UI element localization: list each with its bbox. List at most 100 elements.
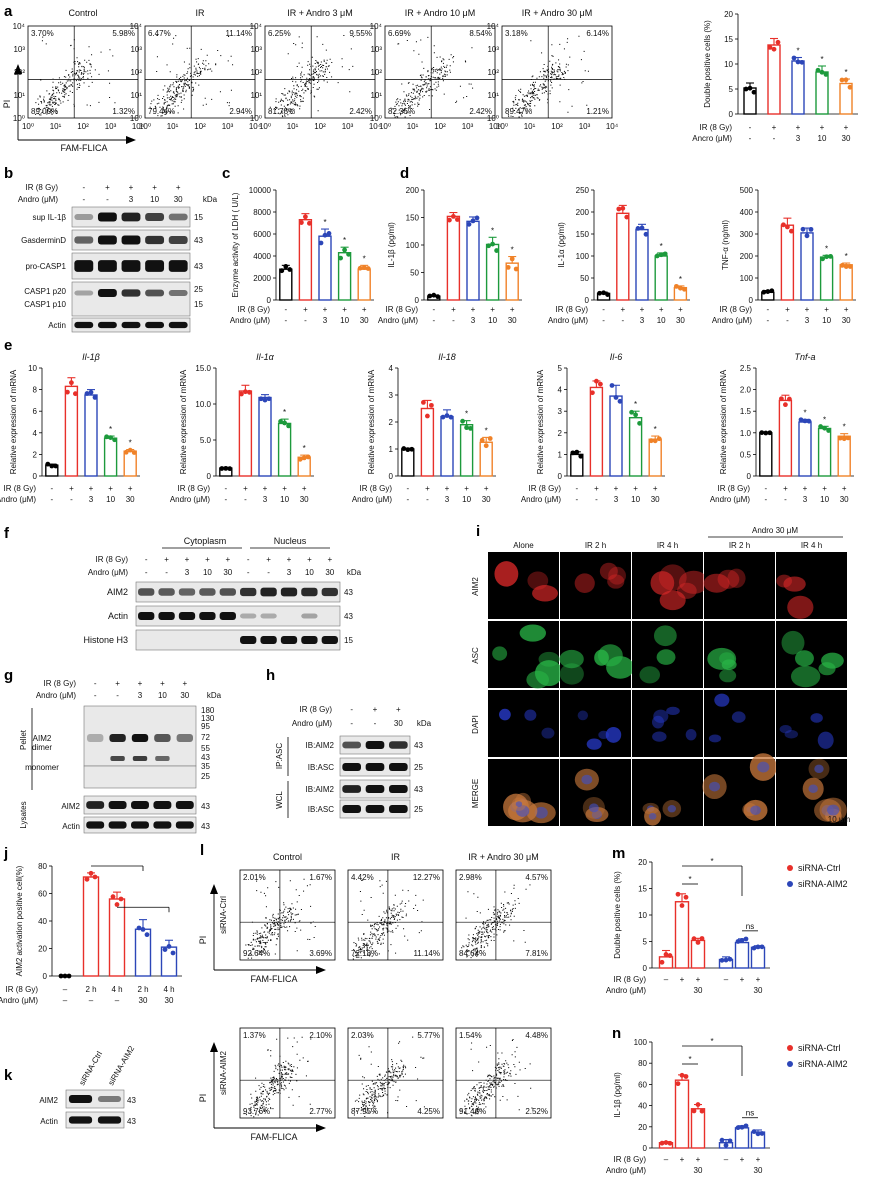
ir-row-label: IR (8 Gy) xyxy=(614,1155,647,1164)
ir-row-value: + xyxy=(445,484,450,493)
data-point xyxy=(767,430,773,436)
band xyxy=(131,800,149,810)
cell xyxy=(524,709,537,721)
data-point xyxy=(114,902,120,907)
data-point xyxy=(448,414,454,420)
bar xyxy=(839,264,853,301)
data-point xyxy=(447,217,452,223)
column-label: IR 2 h xyxy=(585,541,606,550)
y-tick-label: 5 xyxy=(558,364,563,373)
y-tick-label: 200 xyxy=(740,252,754,261)
data-point xyxy=(460,418,465,424)
bar xyxy=(616,212,630,301)
y-tick-label: 10⁰ xyxy=(250,114,262,123)
micrograph xyxy=(560,759,631,826)
band xyxy=(168,260,188,272)
ir-row-value: 2 h xyxy=(137,985,148,994)
y-tick-label: 10⁴ xyxy=(130,22,143,31)
data-point xyxy=(802,418,808,424)
andro-row-value: 10 xyxy=(462,495,471,504)
x-arrow-head xyxy=(316,966,326,974)
plot-frame xyxy=(27,25,139,119)
andro-row-value: 3 xyxy=(263,495,268,504)
row-label: MERGE xyxy=(471,779,480,808)
column-label: IR xyxy=(391,852,401,862)
band xyxy=(199,588,216,596)
ir-row-value: + xyxy=(785,305,790,314)
y-axis-label: Enzyme activity of LDH ( U/L) xyxy=(231,192,240,297)
ir-row-value: 2 h xyxy=(85,985,96,994)
legend-label: siRNA-AIM2 xyxy=(798,879,848,889)
band xyxy=(301,587,318,597)
ir-row-value: + xyxy=(772,123,777,132)
andro-row-label: Andro (μM) xyxy=(0,495,36,504)
andro-row-value: 30 xyxy=(139,996,148,1005)
andro-lane-value: 30 xyxy=(325,568,334,577)
legend-label: siRNA-AIM2 xyxy=(798,1059,848,1069)
ip-label: IP:ASC xyxy=(275,743,284,769)
andro-row-value: – xyxy=(89,996,94,1005)
plot-frame xyxy=(501,25,613,119)
band xyxy=(321,636,338,644)
bar xyxy=(609,395,623,477)
quadrant-lr-value: 2.94% xyxy=(229,107,252,116)
band xyxy=(280,636,298,644)
kda-marker: 43 xyxy=(194,262,203,271)
band xyxy=(86,801,105,809)
y-tick-label: 60 xyxy=(38,890,47,899)
significance-mark: * xyxy=(323,218,326,227)
data-point xyxy=(759,1131,765,1136)
data-point xyxy=(682,286,687,292)
bar xyxy=(674,901,690,969)
panel-letter-e: e xyxy=(4,337,12,354)
ir-row-value: – xyxy=(664,1155,669,1164)
ir-lane-value: + xyxy=(266,555,271,564)
ir-row-value: + xyxy=(323,305,328,314)
panel-letter-g: g xyxy=(4,667,13,684)
kda-marker: 15 xyxy=(194,300,203,309)
quadrant-ul-value: 1.37% xyxy=(243,1031,266,1040)
chart-a xyxy=(735,13,858,115)
ir-row-value: + xyxy=(796,123,801,132)
mw-marker: 55 xyxy=(201,744,210,753)
kda-marker: 43 xyxy=(127,1096,136,1105)
significance-mark: * xyxy=(363,254,366,263)
ir-row-value: + xyxy=(678,305,683,314)
significance-mark: * xyxy=(823,415,826,424)
ir-row-value: + xyxy=(803,484,808,493)
ir-row-label: IR (8 Gy) xyxy=(238,305,271,314)
data-point xyxy=(365,266,371,271)
andro-row-value: - xyxy=(304,316,307,325)
andro-lane-value: 3 xyxy=(287,568,292,577)
band xyxy=(68,1116,93,1124)
legend-label: siRNA-Ctrl xyxy=(798,863,841,873)
ns-mark: ns xyxy=(746,1109,754,1118)
membrane xyxy=(135,605,341,627)
data-point xyxy=(92,395,98,400)
bar xyxy=(238,390,253,477)
quadrant-ll-value: 79.44% xyxy=(148,107,175,116)
y-tick-label: 60 xyxy=(638,1080,647,1089)
data-point xyxy=(597,290,602,296)
andro-lane-value: - xyxy=(165,568,168,577)
andro-row-value: 3 xyxy=(640,316,645,325)
blot-row-label: IB:AIM2 xyxy=(306,785,335,794)
data-point xyxy=(747,85,753,91)
data-point xyxy=(659,959,665,965)
blot-row-label: AIM2 xyxy=(39,1096,58,1105)
y-axis-label: PI xyxy=(198,1094,208,1103)
ir-row-value: + xyxy=(69,484,74,493)
significance-mark: * xyxy=(710,857,713,866)
y-tick-label: 250 xyxy=(576,186,590,195)
data-point xyxy=(755,1131,761,1137)
ir-row-label: IR (8 Gy) xyxy=(44,679,77,688)
band xyxy=(97,235,117,245)
ir-lane-value: - xyxy=(350,705,353,714)
ir-row-value: - xyxy=(224,484,227,493)
bar xyxy=(103,437,118,477)
blot-row-label: CASP1 p20 xyxy=(24,287,66,296)
bar xyxy=(466,220,480,301)
x-axis-label: FAM-FLICA xyxy=(60,143,107,153)
blot-strip xyxy=(65,1089,125,1109)
plot-frame xyxy=(455,869,552,961)
